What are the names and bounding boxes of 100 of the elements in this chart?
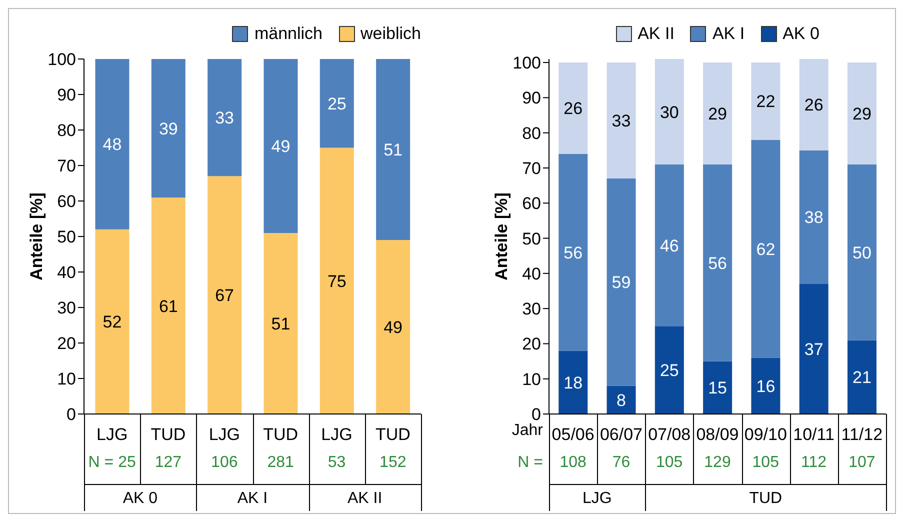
- data-label: 61: [158, 296, 178, 316]
- text: 152: [378, 454, 408, 472]
- x-tick-label: TUD: [263, 425, 298, 444]
- y-tick-label: 10: [57, 370, 76, 389]
- legend-label: AK 0: [782, 24, 820, 44]
- bar: [208, 176, 242, 414]
- y-tick-label: 80: [57, 121, 76, 140]
- x-tick-label: 07/08: [648, 425, 691, 444]
- text: 105: [655, 454, 684, 472]
- bar: [799, 284, 828, 414]
- data-label: 29: [852, 104, 872, 124]
- text: 76: [611, 454, 632, 472]
- text: 281: [266, 454, 295, 472]
- y-tick-label: 90: [522, 88, 541, 108]
- data-label: 75: [327, 272, 346, 291]
- x-tick-label: 05/06: [552, 425, 594, 444]
- data-label: 51: [271, 314, 290, 334]
- bar: [264, 59, 298, 233]
- text: TUD: [748, 490, 784, 508]
- text: N = 25: [87, 454, 137, 472]
- legend-label: weiblich: [360, 24, 421, 44]
- data-label: 33: [215, 108, 234, 128]
- data-label: 37: [804, 340, 824, 360]
- data-label: 15: [708, 378, 728, 398]
- y-tick-label: 60: [522, 194, 541, 214]
- bar: [799, 150, 828, 284]
- bar: [751, 62, 780, 140]
- data-label: 26: [564, 99, 583, 118]
- text: AK II: [346, 490, 384, 508]
- bar: [151, 59, 186, 198]
- y-tick-label: 40: [57, 263, 76, 282]
- bar: [95, 59, 130, 230]
- x-tick-label: 06/07: [600, 425, 642, 444]
- bar: [558, 154, 588, 351]
- bar: [606, 178, 636, 386]
- y-tick-label: 50: [522, 229, 541, 248]
- data-label: 50: [852, 243, 872, 262]
- data-label: 33: [612, 112, 631, 131]
- data-label: 22: [756, 92, 776, 112]
- y-tick-label: 20: [57, 334, 76, 354]
- data-label: 8: [616, 390, 626, 410]
- text: 53: [326, 454, 347, 472]
- data-label: 56: [708, 254, 728, 273]
- data-label: 16: [756, 376, 776, 396]
- bar: [654, 59, 684, 164]
- bar: [703, 62, 732, 164]
- bar: [703, 164, 732, 362]
- data-label: 29: [708, 104, 728, 124]
- data-label: 30: [660, 102, 679, 122]
- bar: [376, 240, 410, 414]
- y-tick-label: 90: [57, 86, 76, 105]
- data-label: 38: [804, 208, 824, 228]
- bar: [320, 148, 354, 414]
- bar: [751, 140, 780, 358]
- y-tick-label: 40: [522, 264, 541, 284]
- y-tick-label: 100: [48, 50, 76, 70]
- text: N =: [518, 454, 543, 472]
- data-label: 21: [852, 368, 872, 388]
- text: 107: [848, 454, 876, 472]
- y-tick-label: 80: [522, 124, 541, 143]
- data-label: 49: [271, 137, 290, 156]
- x-tick-label: 11/12: [841, 425, 883, 444]
- data-label: 48: [102, 135, 122, 154]
- x-tick-label: LJG: [96, 425, 128, 444]
- data-label: 26: [804, 96, 824, 115]
- data-label: 51: [384, 140, 403, 160]
- text: 112: [800, 454, 828, 472]
- text: 105: [751, 454, 780, 472]
- y-tick-label: 30: [522, 300, 541, 319]
- legend-label: AK I: [712, 24, 745, 44]
- x-tick-label: TUD: [375, 425, 410, 444]
- y-axis-title: Anteile [%]: [492, 192, 512, 280]
- y-tick-label: 60: [57, 192, 76, 212]
- bar: [208, 59, 242, 176]
- legend-label: AK II: [638, 24, 674, 44]
- text: AK I: [236, 490, 269, 508]
- y-tick-label: 0: [532, 405, 541, 424]
- legend-label: männlich: [254, 24, 323, 44]
- data-label: 49: [384, 318, 403, 338]
- text: LJG: [581, 490, 613, 508]
- y-tick-label: 70: [522, 158, 541, 178]
- text: 127: [154, 454, 183, 472]
- bar: [847, 164, 876, 340]
- data-label: 39: [158, 119, 178, 138]
- y-tick-label: 10: [522, 370, 541, 389]
- bar: [654, 164, 684, 326]
- data-label: 25: [327, 94, 346, 114]
- x-tick-label: 08/09: [696, 425, 739, 444]
- bar: [847, 62, 876, 164]
- x-axis-title: Jahr: [512, 422, 543, 440]
- y-tick-label: 0: [66, 405, 76, 424]
- y-tick-label: 20: [522, 334, 541, 354]
- bar: [703, 361, 732, 414]
- y-tick-label: 50: [57, 228, 76, 247]
- text: 108: [558, 454, 588, 472]
- y-axis-title: Anteile [%]: [27, 192, 46, 280]
- bar: [751, 358, 780, 414]
- x-tick-label: LJG: [208, 425, 240, 444]
- text: 129: [703, 454, 732, 472]
- y-tick-label: 30: [57, 298, 76, 318]
